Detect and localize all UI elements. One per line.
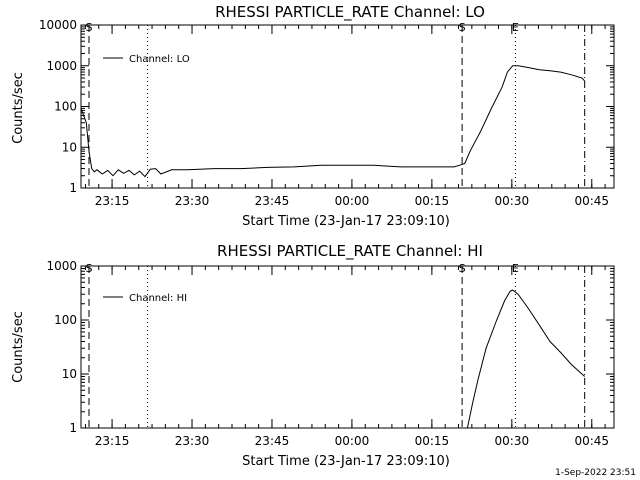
plot-frame [80,265,615,429]
y-tick-label: 10000 [39,18,77,32]
x-tick-label: 00:45 [574,194,609,208]
x-tick-label: 23:30 [175,434,210,448]
panel-lo-xlabel: Start Time (23-Jan-17 23:09:10) [242,214,450,229]
legend-label: Channel: HI [129,293,187,304]
footer-timestamp: 1-Sep-2022 23:51 [555,468,636,478]
panel-lo-ylabel: Counts/sec [11,72,26,144]
y-tick-label: 1 [69,421,77,435]
panel-lo: 1 10 100 1000 10000 23:15 23:30 23:45 00:00 00:15… [39,18,615,208]
series-line [466,289,586,429]
panel-lo-title: RHESSI PARTICLE_RATE Channel: LO [215,3,485,22]
panel-hi-xlabel: Start Time (23-Jan-17 23:09:10) [242,454,450,469]
y-tick-label: 1000 [46,59,77,73]
x-tick-label: 00:15 [415,194,450,208]
y-tick-label: 100 [54,100,77,114]
y-tick-label: 1000 [46,259,77,273]
x-tick-label: 00:45 [574,434,609,448]
plot-frame [80,24,615,189]
panel-hi-title: RHESSI PARTICLE_RATE Channel: HI [217,242,483,261]
y-tick-label: 1 [69,181,77,195]
x-tick-label: 00:30 [495,434,530,448]
event-marker-label: E [512,262,519,275]
x-tick-label: 23:45 [255,194,290,208]
legend-label: Channel: LO [129,54,190,65]
x-tick-label: 00:00 [335,194,370,208]
panel-hi-ylabel: Counts/sec [11,311,26,383]
x-tick-label: 23:15 [95,194,130,208]
event-marker-label: S [459,262,466,275]
x-tick-label: 23:30 [175,194,210,208]
panel-hi: 1 10 100 1000 23:15 23:30 23:45 00:00 00:15 00:30… [46,259,615,448]
event-marker-label: E [512,21,519,34]
event-marker-label: S [86,21,93,34]
x-tick-label: 23:15 [95,434,130,448]
event-marker-label: S [459,21,466,34]
x-tick-label: 00:15 [415,434,450,448]
x-tick-label: 00:30 [495,194,530,208]
y-tick-label: 10 [62,140,77,154]
y-tick-label: 10 [62,367,77,381]
x-tick-label: 23:45 [255,434,290,448]
event-marker-label: S [86,262,93,275]
y-tick-label: 100 [54,313,77,327]
series-line [80,65,586,178]
x-tick-label: 00:00 [335,434,370,448]
